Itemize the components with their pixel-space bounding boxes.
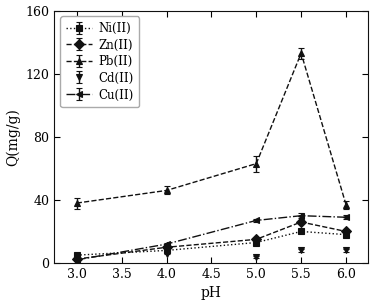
Y-axis label: Q(mg/g): Q(mg/g) [6, 108, 20, 166]
X-axis label: pH: pH [201, 286, 222, 300]
Legend: Ni(II), Zn(II), Pb(II), Cd(II), Cu(II): Ni(II), Zn(II), Pb(II), Cd(II), Cu(II) [60, 17, 139, 107]
